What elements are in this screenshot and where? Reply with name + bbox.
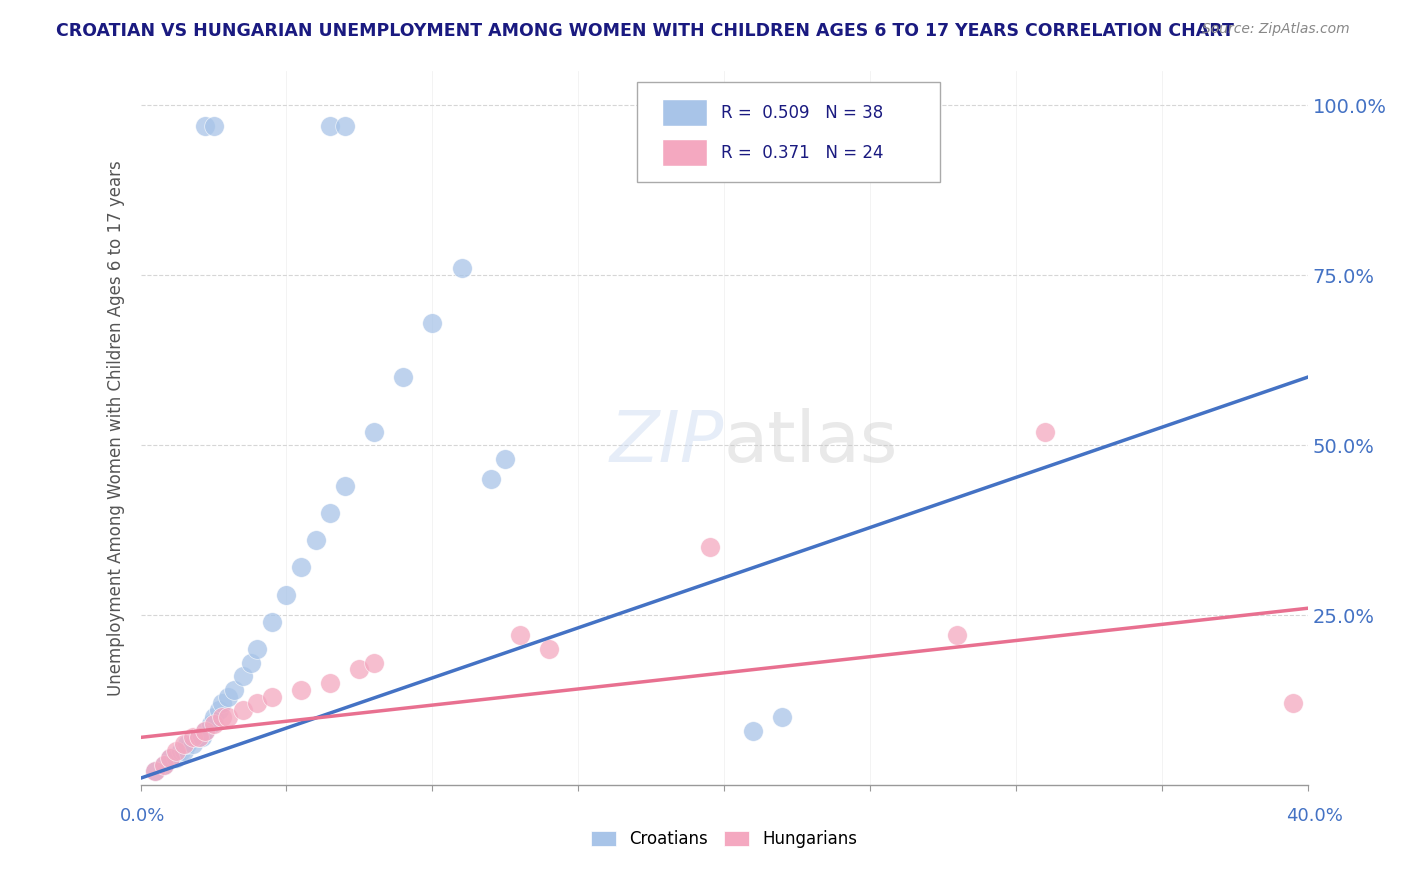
Point [349,662,371,676]
Point [217,710,239,724]
Point [153,757,176,772]
Point [333,119,356,133]
Point [276,588,298,602]
Text: 0.0%: 0.0% [120,807,165,825]
Point [202,716,225,731]
Text: 40.0%: 40.0% [1286,807,1343,825]
Point [170,744,193,758]
Point [143,764,166,779]
Point [1282,697,1305,711]
Text: ZIP: ZIP [610,408,724,477]
Point [479,472,502,486]
Point [173,744,195,758]
Point [188,731,211,745]
Point [699,540,721,554]
Point [176,737,198,751]
Point [260,690,283,704]
Point [422,316,444,330]
Point [260,615,283,629]
Point [222,682,245,697]
Point [181,731,204,745]
Point [153,757,176,772]
Point [211,697,233,711]
Point [450,261,472,276]
Point [232,703,254,717]
Point [217,690,239,704]
Legend: Croatians, Hungarians: Croatians, Hungarians [591,830,858,848]
Point [319,676,342,690]
Point [319,506,342,520]
Point [202,710,225,724]
Point [509,628,531,642]
Point [211,710,233,724]
Text: atlas: atlas [724,408,898,477]
Point [246,697,269,711]
Point [165,744,187,758]
Point [290,560,312,574]
Point [173,737,195,751]
Point [191,731,214,745]
Text: Source: ZipAtlas.com: Source: ZipAtlas.com [1202,22,1350,37]
Point [305,533,328,548]
Y-axis label: Unemployment Among Women with Children Ages 6 to 17 years: Unemployment Among Women with Children A… [107,161,125,696]
Point [392,370,415,384]
Text: R =  0.371   N = 24: R = 0.371 N = 24 [721,144,883,161]
Point [363,425,385,439]
Text: R =  0.509   N = 38: R = 0.509 N = 38 [721,103,883,121]
Point [946,628,969,642]
Point [202,119,225,133]
FancyBboxPatch shape [662,99,707,127]
Point [208,703,231,717]
Point [181,737,204,751]
Point [200,716,222,731]
Point [333,479,356,493]
Point [194,723,217,738]
Point [188,731,211,745]
FancyBboxPatch shape [637,82,941,182]
Point [290,682,312,697]
Text: CROATIAN VS HUNGARIAN UNEMPLOYMENT AMONG WOMEN WITH CHILDREN AGES 6 TO 17 YEARS : CROATIAN VS HUNGARIAN UNEMPLOYMENT AMONG… [56,22,1234,40]
Point [165,751,187,765]
Point [194,119,217,133]
Point [319,119,342,133]
Point [159,751,181,765]
Point [538,642,561,657]
Point [494,451,516,466]
Point [1033,425,1056,439]
Point [194,723,217,738]
Point [742,723,765,738]
Point [240,656,263,670]
Point [246,642,269,657]
Point [363,656,385,670]
Point [159,751,181,765]
FancyBboxPatch shape [662,139,707,166]
Point [143,764,166,779]
Point [772,710,794,724]
Point [232,669,254,683]
